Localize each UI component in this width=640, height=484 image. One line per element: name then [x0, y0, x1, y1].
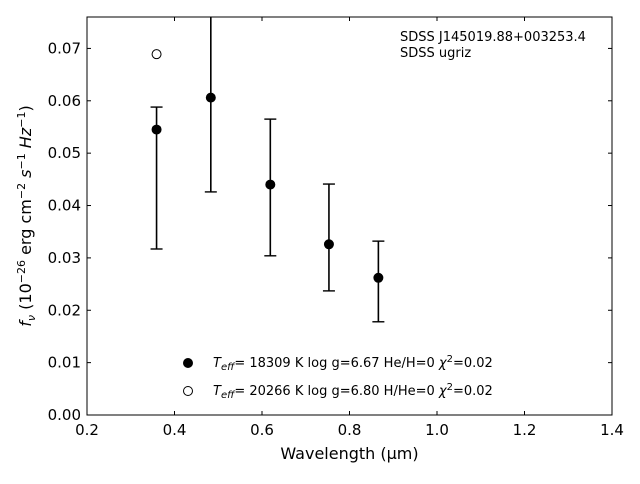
y-tick-label: 0.04	[48, 197, 81, 215]
legend-marker-open	[183, 386, 193, 396]
filter-set-annotation: SDSS ugriz	[400, 46, 471, 61]
data-point-filled	[323, 239, 334, 250]
x-tick-label: 1.2	[513, 421, 537, 439]
object-name-annotation: SDSS J145019.88+003253.4	[400, 30, 586, 45]
data-point-filled	[265, 179, 276, 190]
legend-marker-filled	[183, 358, 193, 368]
plot-area	[150, 17, 385, 323]
data-point-filled	[373, 272, 384, 283]
legend-label-2: Teff= 20266 K log g=6.80 H/He=0 χ2=0.02	[213, 382, 493, 401]
y-tick-label: 0.05	[48, 144, 81, 162]
x-tick-label: 0.6	[250, 421, 274, 439]
data-point-open	[151, 49, 162, 60]
y-tick-label: 0.00	[48, 406, 81, 424]
x-tick-label: 1.0	[425, 421, 449, 439]
y-axis-title: fν (10−26 erg cm−2 s−1 Hz−1)	[15, 105, 38, 326]
x-tick-label: 0.4	[163, 421, 187, 439]
y-axis: 0.00 0.01 0.02 0.03 0.04 0.05 0.06 0.07	[48, 39, 612, 424]
x-tick-label: 0.2	[75, 421, 99, 439]
y-tick-label: 0.01	[48, 354, 81, 372]
x-tick-label: 0.8	[338, 421, 362, 439]
y-tick-label: 0.02	[48, 301, 81, 319]
x-tick-label: 1.4	[600, 421, 624, 439]
y-tick-label: 0.07	[48, 39, 81, 57]
x-axis-title: Wavelength (μm)	[280, 444, 418, 463]
legend: Teff= 18309 K log g=6.67 He/H=0 χ2=0.02 …	[183, 354, 493, 401]
legend-label-1: Teff= 18309 K log g=6.67 He/H=0 χ2=0.02	[213, 354, 493, 373]
y-tick-label: 0.06	[48, 92, 81, 110]
y-tick-label: 0.03	[48, 249, 81, 267]
x-axis: 0.2 0.4 0.6 0.8 1.0 1.2 1.4	[75, 17, 624, 439]
data-point-filled	[151, 124, 162, 135]
data-point-filled	[205, 92, 216, 103]
